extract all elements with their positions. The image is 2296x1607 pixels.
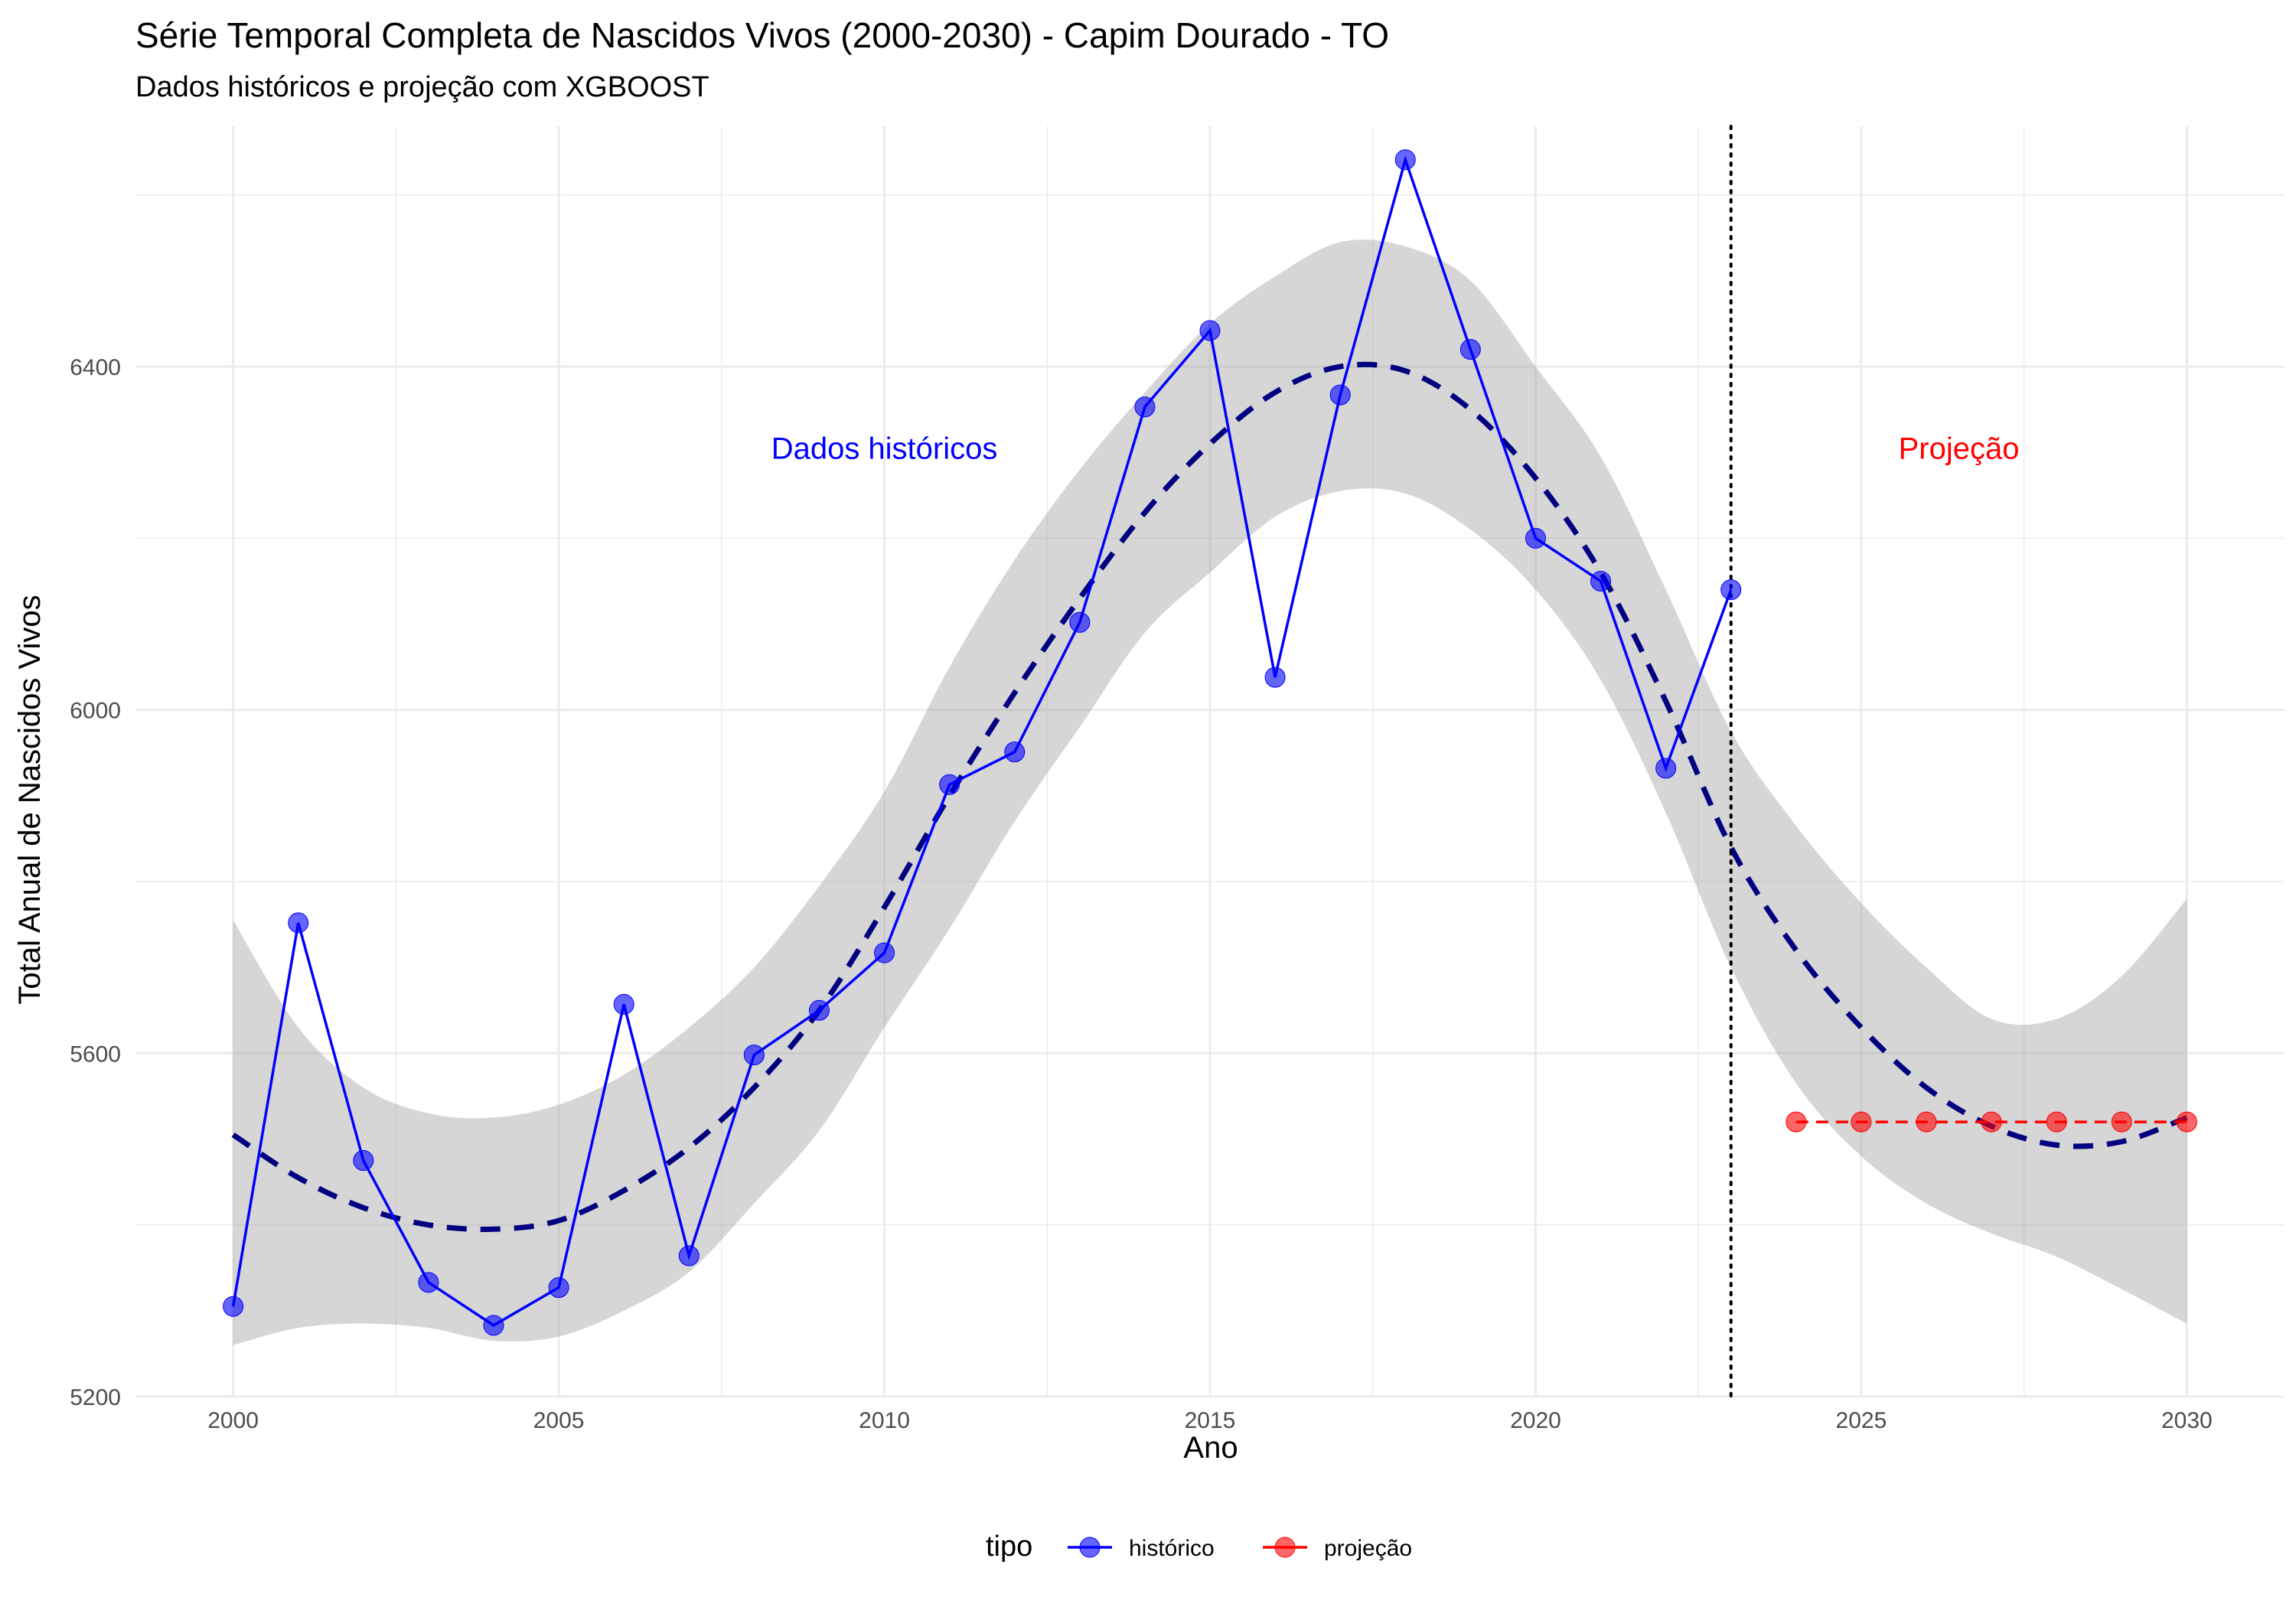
data-point-projecao (2046, 1111, 2067, 1133)
data-point-historico (1069, 611, 1091, 633)
data-point-historico (1004, 742, 1026, 763)
legend: tipo histórico projeção (986, 1530, 1412, 1563)
data-point-historico (1590, 570, 1612, 592)
x-tick-label: 2000 (207, 1408, 259, 1433)
trend-layer (231, 361, 2188, 1233)
y-tick-label: 5200 (70, 1385, 121, 1410)
data-point-projecao (2176, 1111, 2197, 1133)
legend-item: projeção (1263, 1536, 1412, 1561)
x-tick-label: 2005 (533, 1408, 585, 1433)
data-point-projecao (1981, 1111, 2002, 1133)
data-point-historico (1264, 667, 1286, 688)
data-point-historico (1655, 758, 1677, 779)
grid (135, 126, 2285, 1398)
annotation-layer: Dados históricos Projeção (771, 432, 2020, 466)
data-point-projecao (2111, 1111, 2132, 1133)
data-point-historico (418, 1272, 439, 1293)
legend-label: projeção (1324, 1536, 1412, 1561)
data-point-historico (939, 774, 960, 795)
data-point-historico (1199, 320, 1221, 341)
x-tick-label: 2015 (1185, 1408, 1236, 1433)
data-point-historico (1394, 149, 1416, 171)
chart-title: Série Temporal Completa de Nascidos Vivo… (135, 15, 1389, 55)
x-tick-label: 2030 (2161, 1408, 2213, 1433)
series-layer (223, 149, 2197, 1336)
data-point-historico (223, 1296, 244, 1317)
annotation-text: Projeção (1899, 432, 2020, 466)
data-point-historico (483, 1315, 504, 1336)
confidence-band (233, 240, 2187, 1345)
y-axis-title: Total Anual de Nascidos Vivos (13, 595, 47, 1004)
data-point-historico (613, 993, 634, 1015)
x-tick-label: 2010 (859, 1408, 910, 1433)
data-point-historico (1459, 339, 1481, 360)
y-tick-label: 6400 (70, 355, 121, 380)
x-tick-label: 2020 (1510, 1408, 1561, 1433)
data-point-historico (548, 1277, 569, 1299)
data-point-projecao (1851, 1111, 1872, 1133)
data-point-historico (808, 999, 830, 1021)
series-line-historico (231, 155, 1733, 1327)
data-point-historico (1134, 396, 1156, 418)
data-point-projecao (1916, 1111, 1937, 1133)
data-point-historico (1720, 579, 1742, 601)
trend-line (231, 361, 2188, 1233)
data-point-historico (353, 1150, 374, 1172)
data-point-historico (678, 1245, 700, 1266)
data-point-historico (1329, 384, 1351, 406)
data-point-projecao (1786, 1111, 1807, 1133)
data-point-historico (288, 912, 309, 934)
y-tick-label: 5600 (70, 1041, 121, 1067)
data-point-historico (874, 942, 895, 963)
confidence-band-layer (233, 240, 2187, 1345)
annotation-text: Dados históricos (771, 432, 998, 466)
legend-item: histórico (1068, 1536, 1215, 1561)
data-point-historico (1525, 527, 1546, 549)
axis-ticks: 2000 2005 2010 2015 2020 2025 2030 5200 5600 6000… (70, 355, 2212, 1433)
legend-key-point (1079, 1537, 1101, 1558)
y-tick-label: 6000 (70, 699, 121, 724)
chart-subtitle: Dados históricos e projeção com XGBOOST (135, 71, 709, 103)
legend-title: tipo (986, 1530, 1032, 1563)
x-axis-title: Ano (1183, 1431, 1238, 1465)
legend-label: histórico (1129, 1536, 1215, 1561)
data-point-historico (743, 1045, 765, 1066)
legend-key-point (1274, 1537, 1296, 1558)
x-tick-label: 2025 (1836, 1408, 1887, 1433)
